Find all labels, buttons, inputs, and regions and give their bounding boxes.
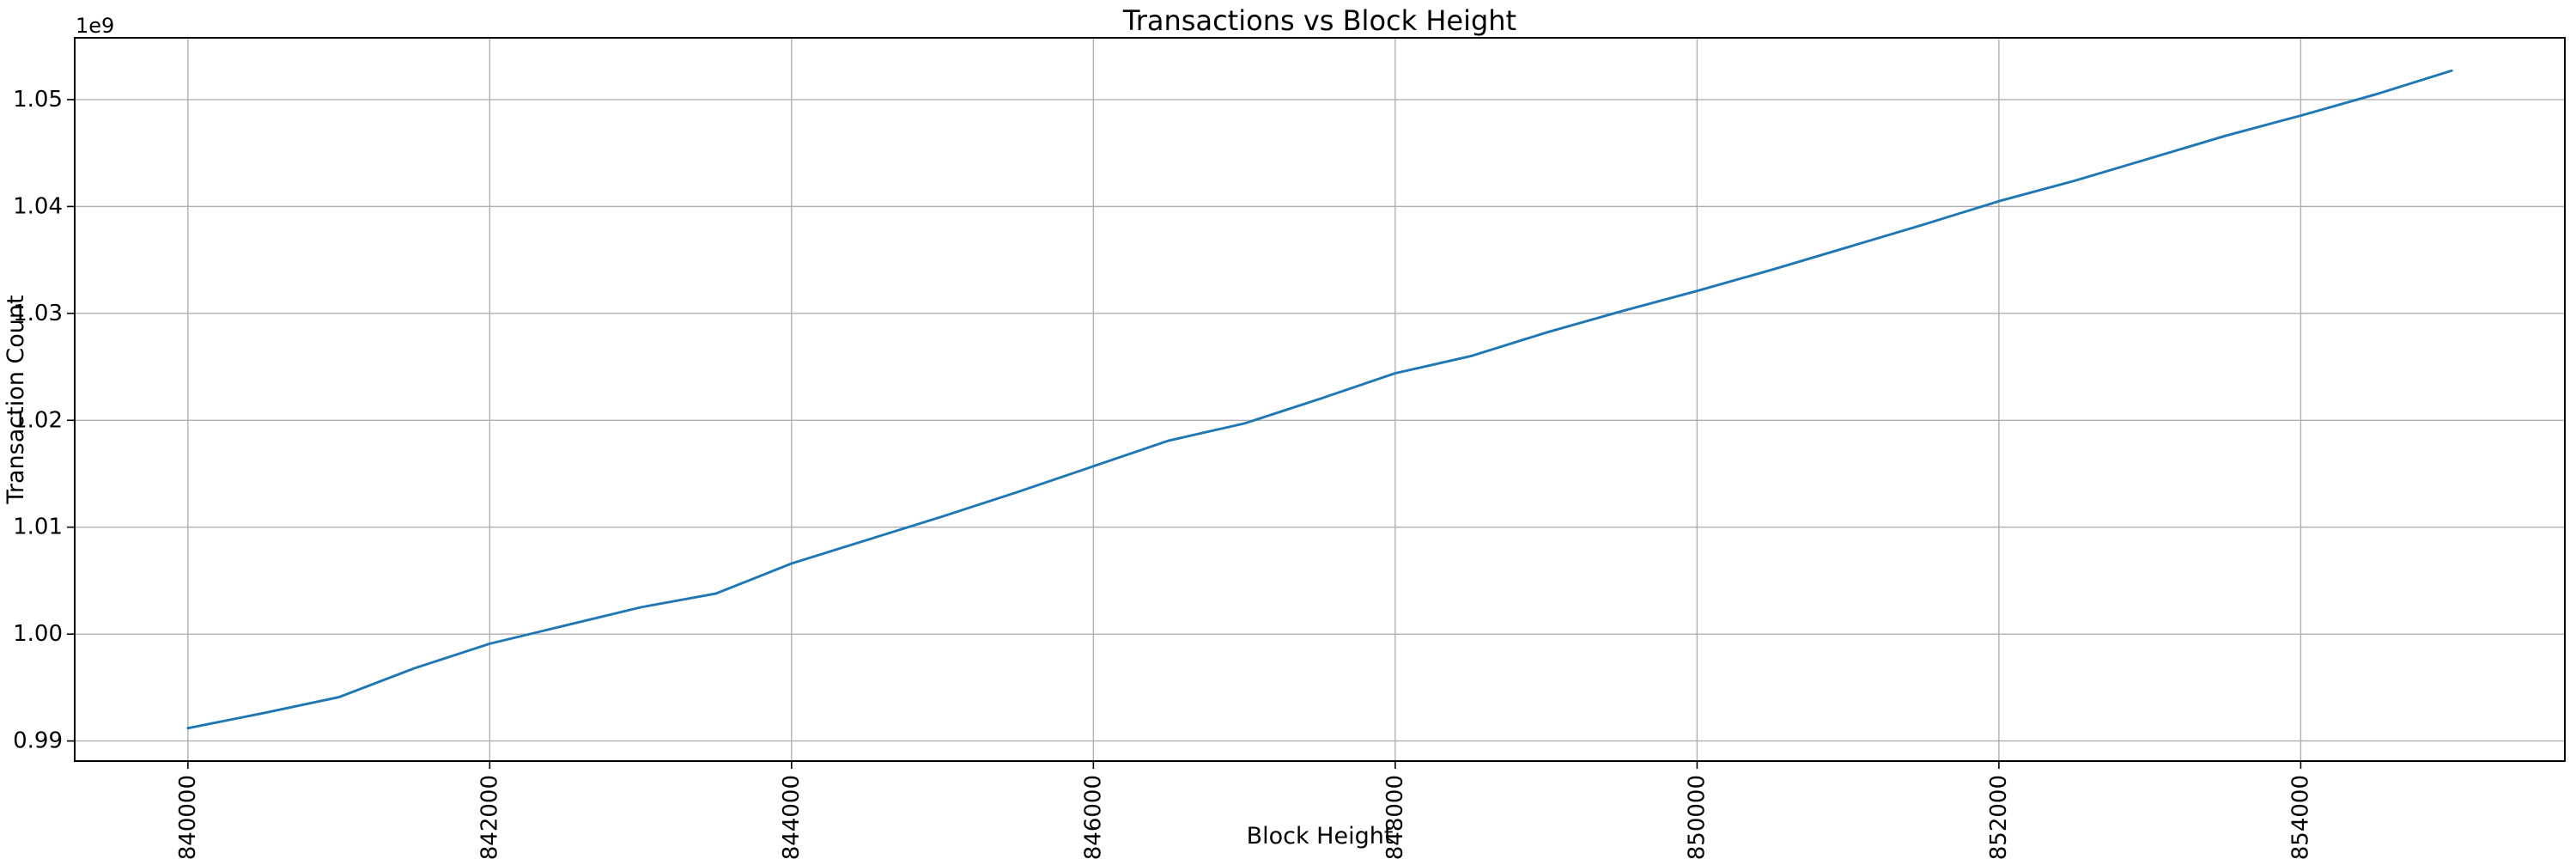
x-tick-label: 846000	[1080, 775, 1106, 859]
y-tick-label: 1.05	[13, 87, 63, 113]
gridlines	[75, 38, 2565, 761]
y-axis-offset-label: 1e9	[76, 14, 114, 38]
axis-ticks: 840000 842000 844000 846000 848000 850000 8520…	[13, 87, 2313, 859]
y-tick-label: 1.03	[13, 301, 63, 326]
chart-title: Transactions vs Block Height	[1122, 4, 1516, 37]
y-tick-label: 1.02	[13, 407, 63, 433]
y-tick-label: 1.00	[13, 621, 63, 647]
x-tick-label: 850000	[1684, 775, 1710, 859]
axes-spines	[74, 37, 2566, 762]
x-tick-label: 840000	[175, 775, 201, 859]
x-tick-label: 848000	[1382, 775, 1408, 859]
transactions-line	[186, 69, 2453, 730]
y-tick-label: 1.04	[13, 193, 63, 219]
x-tick-label: 844000	[779, 775, 805, 859]
data-series	[186, 69, 2453, 730]
y-tick-label: 0.99	[13, 728, 63, 754]
y-axis-label: Transaction Count	[3, 295, 29, 504]
x-tick-label: 854000	[2287, 775, 2313, 859]
x-axis-label: Block Height	[1247, 823, 1394, 850]
plot-border	[74, 37, 2566, 762]
y-tick-label: 1.01	[13, 515, 63, 540]
x-tick-label: 842000	[477, 775, 502, 859]
x-tick-label: 852000	[1986, 775, 2012, 859]
